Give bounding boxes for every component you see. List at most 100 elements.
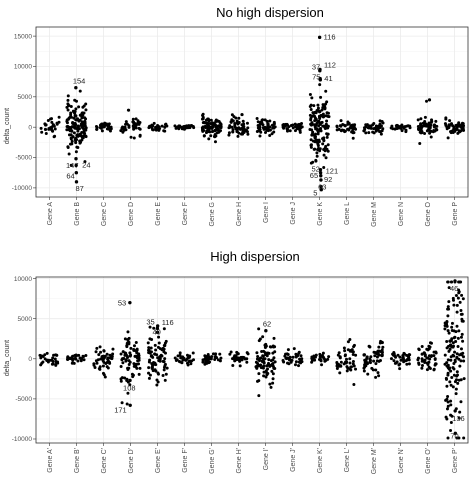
outlier-point bbox=[126, 108, 131, 112]
data-point bbox=[389, 357, 393, 361]
data-point bbox=[126, 391, 130, 395]
x-category-label: Gene L bbox=[344, 202, 351, 225]
data-point bbox=[120, 376, 124, 380]
data-point bbox=[66, 108, 70, 112]
top-chart-title: No high dispersion bbox=[216, 5, 324, 20]
data-point bbox=[380, 341, 384, 345]
data-point bbox=[446, 363, 450, 367]
data-point bbox=[217, 124, 221, 128]
data-point bbox=[294, 355, 298, 359]
data-point bbox=[445, 384, 449, 388]
data-point bbox=[124, 359, 128, 363]
data-point bbox=[264, 126, 268, 130]
data-point bbox=[78, 89, 82, 93]
data-point bbox=[316, 106, 320, 110]
data-point bbox=[126, 367, 130, 371]
data-point bbox=[163, 341, 167, 345]
data-point bbox=[110, 354, 114, 358]
data-point bbox=[455, 378, 459, 382]
data-point bbox=[372, 127, 376, 131]
data-point bbox=[187, 355, 191, 359]
data-point bbox=[67, 103, 71, 107]
data-point bbox=[326, 143, 330, 147]
data-point bbox=[57, 120, 61, 124]
data-point bbox=[209, 125, 213, 129]
data-point bbox=[378, 126, 382, 130]
data-point bbox=[294, 360, 298, 364]
data-point bbox=[106, 357, 110, 361]
data-point bbox=[153, 343, 157, 347]
data-point bbox=[160, 124, 164, 128]
data-point bbox=[452, 303, 456, 307]
data-point bbox=[406, 354, 410, 358]
data-point bbox=[156, 380, 160, 384]
labeled-outlier-point bbox=[319, 184, 323, 189]
data-point bbox=[181, 358, 185, 362]
data-point bbox=[40, 130, 44, 134]
x-category-label: Gene B bbox=[74, 202, 81, 226]
data-point bbox=[77, 127, 81, 131]
data-point bbox=[309, 138, 313, 142]
data-point bbox=[323, 107, 327, 111]
data-point bbox=[446, 314, 450, 318]
data-point bbox=[452, 125, 456, 129]
data-point bbox=[236, 127, 240, 131]
data-point bbox=[154, 363, 158, 367]
data-point bbox=[41, 355, 45, 359]
data-point bbox=[126, 339, 130, 343]
data-point bbox=[291, 126, 295, 130]
data-point bbox=[54, 363, 58, 367]
outlier-label: 40 bbox=[153, 327, 161, 336]
data-point bbox=[309, 161, 313, 165]
data-point bbox=[264, 375, 268, 379]
data-point bbox=[256, 120, 260, 124]
data-point bbox=[452, 329, 456, 333]
data-point bbox=[318, 83, 322, 87]
x-category-label: Gene O bbox=[425, 201, 432, 226]
data-point bbox=[368, 345, 372, 349]
data-point bbox=[379, 132, 383, 136]
data-point bbox=[83, 119, 87, 123]
data-point bbox=[74, 99, 78, 103]
data-point bbox=[416, 125, 420, 129]
outlier-label: 112 bbox=[324, 61, 336, 70]
labeled-outlier-point bbox=[317, 35, 322, 40]
data-point bbox=[371, 123, 375, 127]
data-point bbox=[315, 154, 319, 158]
data-point bbox=[268, 382, 272, 386]
data-point bbox=[455, 370, 459, 374]
data-point bbox=[450, 321, 454, 325]
data-point bbox=[321, 142, 325, 146]
data-point bbox=[455, 436, 459, 440]
data-point bbox=[76, 359, 80, 363]
data-point bbox=[78, 141, 82, 145]
data-point bbox=[127, 125, 131, 129]
data-point bbox=[393, 127, 397, 131]
data-point bbox=[313, 147, 317, 151]
data-point bbox=[269, 385, 273, 389]
outlier-label: 116 bbox=[324, 32, 336, 41]
data-point bbox=[52, 123, 56, 127]
data-point bbox=[417, 362, 421, 366]
data-point bbox=[173, 356, 177, 360]
data-point bbox=[186, 126, 190, 130]
data-point bbox=[454, 339, 458, 343]
data-point bbox=[377, 374, 381, 378]
data-point bbox=[372, 350, 376, 354]
data-point bbox=[425, 368, 429, 372]
data-point bbox=[446, 400, 450, 404]
data-point bbox=[284, 352, 288, 356]
data-point bbox=[40, 361, 44, 365]
data-point bbox=[138, 134, 142, 138]
data-point bbox=[271, 381, 275, 385]
data-point bbox=[309, 118, 313, 122]
data-point bbox=[176, 354, 180, 358]
data-point bbox=[245, 360, 249, 364]
data-point bbox=[459, 335, 463, 339]
data-point bbox=[66, 125, 70, 129]
data-point bbox=[162, 129, 166, 133]
data-point bbox=[354, 127, 358, 131]
data-point bbox=[367, 131, 371, 135]
labeled-outlier-point bbox=[74, 171, 79, 175]
data-point bbox=[262, 364, 266, 368]
